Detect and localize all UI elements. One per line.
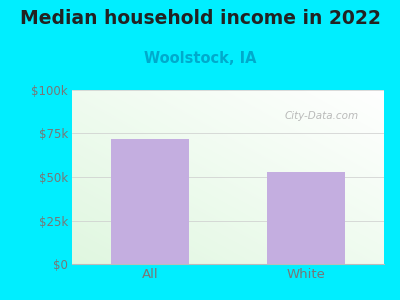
Text: Woolstock, IA: Woolstock, IA xyxy=(144,51,256,66)
Text: Median household income in 2022: Median household income in 2022 xyxy=(20,9,380,28)
Text: City-Data.com: City-Data.com xyxy=(285,111,359,121)
Bar xyxy=(111,139,189,264)
Bar xyxy=(267,172,345,264)
